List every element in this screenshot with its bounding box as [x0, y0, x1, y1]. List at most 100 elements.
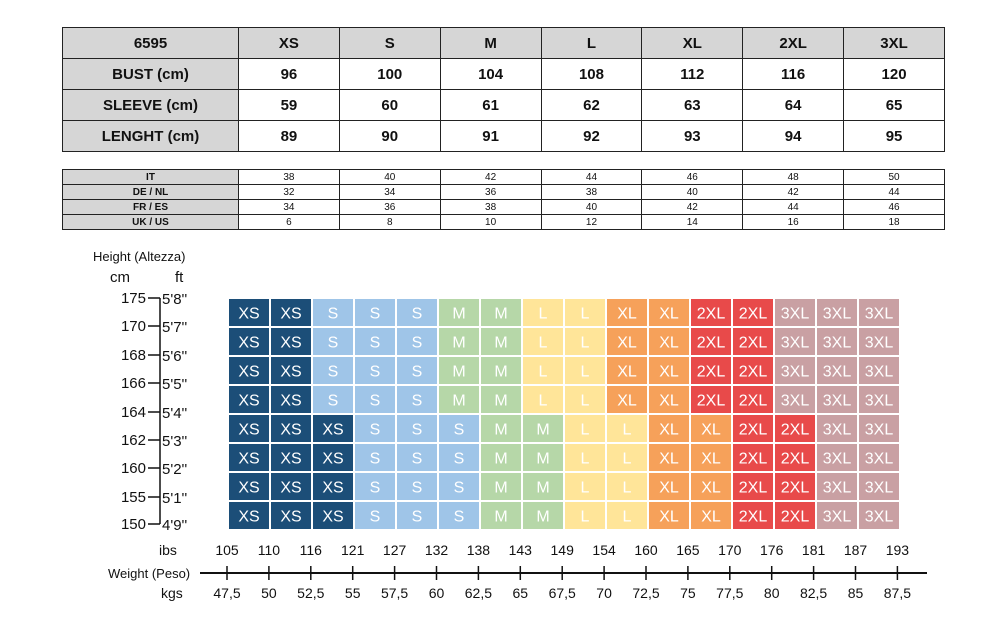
size-cell — [397, 502, 437, 529]
size-cell-label: S — [412, 364, 423, 381]
weight-kgs-label: 80 — [764, 585, 780, 601]
size-cell — [523, 328, 563, 355]
row-label: IT — [62, 169, 239, 185]
conversion-row-it: IT 38 40 42 44 46 48 50 — [62, 169, 945, 185]
size-cell — [397, 415, 437, 442]
size-cell-label: M — [494, 480, 507, 497]
size-cell — [523, 357, 563, 384]
size-cell-label: M — [494, 335, 507, 352]
measurement-cell: 59 — [238, 89, 340, 121]
size-cell — [397, 444, 437, 471]
size-cell-label: 3XL — [823, 393, 852, 410]
size-cell-label: XL — [659, 393, 679, 410]
size-cell — [733, 473, 773, 500]
conversion-row-uk-us: UK / US 6 8 10 12 14 16 18 — [62, 214, 945, 230]
weight-lbs-label: 127 — [383, 542, 407, 558]
size-cell-label: 2XL — [739, 393, 768, 410]
size-cell — [481, 444, 521, 471]
size-cell-label: 2XL — [781, 480, 810, 497]
size-cell — [565, 357, 605, 384]
size-cell-label: S — [370, 451, 381, 468]
size-cell — [691, 328, 731, 355]
size-cell — [859, 473, 899, 500]
size-cell — [229, 299, 269, 326]
size-cell — [271, 328, 311, 355]
size-cell-label: XL — [659, 451, 679, 468]
size-cell-label: XS — [280, 451, 301, 468]
size-cell-label: L — [539, 306, 548, 323]
size-cell-label: M — [494, 509, 507, 526]
size-cell — [649, 386, 689, 413]
size-cell-label: XL — [659, 480, 679, 497]
size-cell-label: XL — [617, 364, 637, 381]
size-cell — [691, 502, 731, 529]
size-cell-label: 3XL — [823, 306, 852, 323]
cm-unit-label: cm — [110, 269, 130, 286]
size-cell — [523, 473, 563, 500]
size-cell-label: M — [494, 364, 507, 381]
size-cell — [817, 328, 857, 355]
weight-kgs-label: 67,5 — [549, 585, 576, 601]
size-cell-label: L — [539, 393, 548, 410]
size-cell-label: 2XL — [781, 422, 810, 439]
size-table-header-row: 6595 XS S M L XL 2XL 3XL — [62, 27, 945, 59]
size-cell — [565, 502, 605, 529]
size-cell-label: L — [581, 509, 590, 526]
size-cell — [439, 386, 479, 413]
size-cell-label: XS — [238, 364, 259, 381]
size-cell-label: L — [623, 451, 632, 468]
size-cell-label: S — [412, 422, 423, 439]
weight-lbs-label: 132 — [425, 542, 449, 558]
size-cell-label: S — [328, 393, 339, 410]
size-cell — [229, 502, 269, 529]
size-cell — [523, 415, 563, 442]
size-cell-label: 3XL — [823, 364, 852, 381]
size-cell — [439, 299, 479, 326]
size-cell-label: XS — [238, 306, 259, 323]
size-cell — [229, 415, 269, 442]
size-cell-label: XS — [280, 422, 301, 439]
size-cell-label: S — [370, 364, 381, 381]
size-cell-label: 2XL — [697, 335, 726, 352]
size-cell — [355, 473, 395, 500]
axis-layer: 175 5'8'' 170 5'7'' 168 5'6'' 166 5'5'' 164 5'4''… — [121, 290, 927, 601]
conversion-cell: 16 — [742, 214, 845, 230]
size-cell-label: S — [454, 509, 465, 526]
size-cell-label: 3XL — [823, 422, 852, 439]
size-cell-label: XS — [280, 335, 301, 352]
size-cell — [439, 444, 479, 471]
weight-kgs-label: 87,5 — [884, 585, 911, 601]
size-cell-label: 3XL — [865, 335, 894, 352]
size-cell — [607, 502, 647, 529]
height-ft-label: 5'7'' — [162, 319, 187, 336]
size-conversion-table: IT 38 40 42 44 46 48 50 DE / NL 32 34 36… — [62, 169, 945, 230]
size-cell — [733, 415, 773, 442]
weight-kgs-label: 70 — [596, 585, 612, 601]
size-cell — [733, 299, 773, 326]
size-cell-label: M — [452, 306, 465, 323]
weight-kgs-label: 85 — [848, 585, 864, 601]
size-cell-label: XS — [238, 393, 259, 410]
size-cell — [817, 415, 857, 442]
size-cell — [733, 444, 773, 471]
size-cell-label: S — [454, 480, 465, 497]
height-ft-label: 5'8'' — [162, 291, 187, 308]
size-cell — [775, 299, 815, 326]
size-header-cell: L — [540, 27, 643, 59]
size-cell — [817, 357, 857, 384]
size-cell — [229, 357, 269, 384]
size-cell-label: 2XL — [739, 451, 768, 468]
size-cell — [649, 357, 689, 384]
size-cell-label: S — [412, 509, 423, 526]
size-cell-label: S — [412, 393, 423, 410]
size-cell-label: 2XL — [781, 451, 810, 468]
size-cell-label: XS — [280, 364, 301, 381]
weight-kgs-label: 82,5 — [800, 585, 827, 601]
size-cell — [691, 473, 731, 500]
size-cell-label: XS — [322, 422, 343, 439]
measurement-cell: 64 — [742, 89, 845, 121]
size-cell — [565, 415, 605, 442]
row-label: BUST (cm) — [62, 58, 239, 90]
height-ft-label: 5'6'' — [162, 348, 187, 365]
